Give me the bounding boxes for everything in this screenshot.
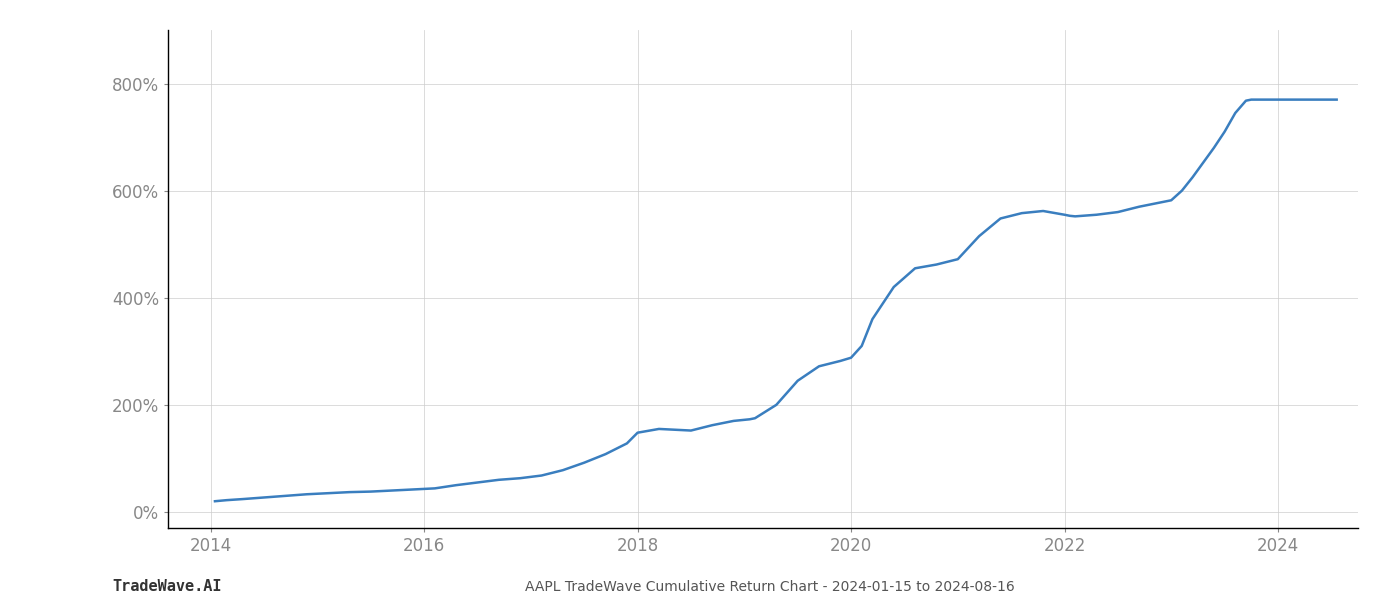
Text: TradeWave.AI: TradeWave.AI bbox=[112, 579, 221, 594]
Text: AAPL TradeWave Cumulative Return Chart - 2024-01-15 to 2024-08-16: AAPL TradeWave Cumulative Return Chart -… bbox=[525, 580, 1015, 594]
